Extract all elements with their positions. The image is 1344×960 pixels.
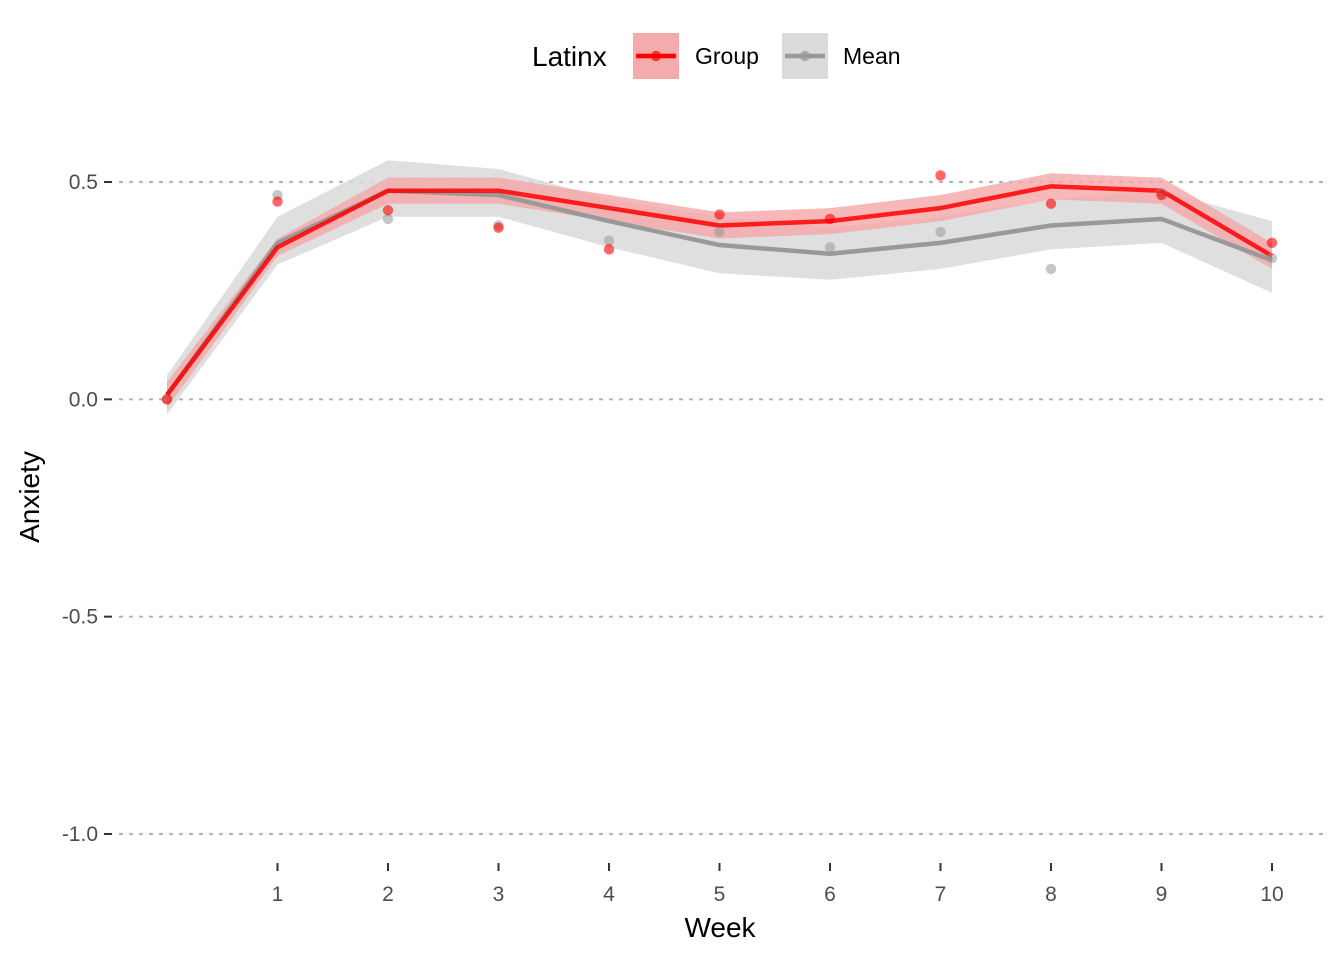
point-group [272, 196, 283, 207]
point-mean [935, 226, 946, 238]
x-tick-label: 3 [493, 883, 505, 906]
x-tick-label: 7 [935, 883, 947, 906]
x-tick-label: 5 [714, 883, 726, 906]
legend-label-mean: Mean [843, 43, 901, 69]
y-tick-label: 0.0 [69, 388, 98, 411]
legend-label-group: Group [695, 43, 759, 69]
x-tick-label: 9 [1156, 883, 1168, 906]
point-mean [824, 242, 836, 253]
x-axis-title: Week [684, 912, 756, 943]
line-group [165, 184, 1274, 397]
point-mean [1266, 252, 1278, 264]
y-axis: 0.5 0.0 -0.5 -1.0 [62, 171, 112, 846]
y-tick-label: -0.5 [62, 606, 98, 629]
y-tick-label: -1.0 [62, 823, 98, 846]
point-mean [603, 235, 615, 246]
y-axis-title: Anxiety [14, 451, 45, 543]
legend-keys [633, 33, 828, 79]
x-axis: 1 2 3 4 5 6 7 8 9 10 [272, 863, 1284, 906]
series-lines [165, 184, 1274, 397]
point-group [161, 394, 173, 405]
data-points [161, 170, 1278, 405]
band-mean [167, 160, 1272, 415]
legend-key-point-mean [799, 50, 811, 62]
x-tick-label: 6 [824, 883, 836, 906]
confidence-bands [167, 160, 1272, 415]
point-group [382, 205, 394, 216]
x-tick-label: 2 [382, 883, 394, 906]
legend-title: Latinx [532, 41, 607, 72]
point-group [1045, 198, 1057, 209]
point-group [603, 244, 615, 255]
point-group [493, 222, 504, 233]
point-mean [714, 226, 725, 238]
legend: Latinx Group Mean [532, 33, 901, 79]
point-group [1266, 237, 1278, 249]
point-mean [1045, 263, 1057, 275]
point-group [1156, 189, 1167, 201]
point-group [935, 170, 946, 181]
x-tick-label: 8 [1045, 883, 1057, 906]
point-group [714, 209, 725, 220]
legend-key-point-group [650, 50, 662, 62]
grid-layer [118, 180, 1324, 836]
point-mean [382, 213, 394, 225]
point-group [824, 213, 836, 225]
x-tick-label: 1 [272, 883, 284, 906]
x-tick-label: 4 [603, 883, 615, 906]
y-tick-label: 0.5 [69, 171, 98, 194]
x-tick-label: 10 [1260, 883, 1283, 906]
